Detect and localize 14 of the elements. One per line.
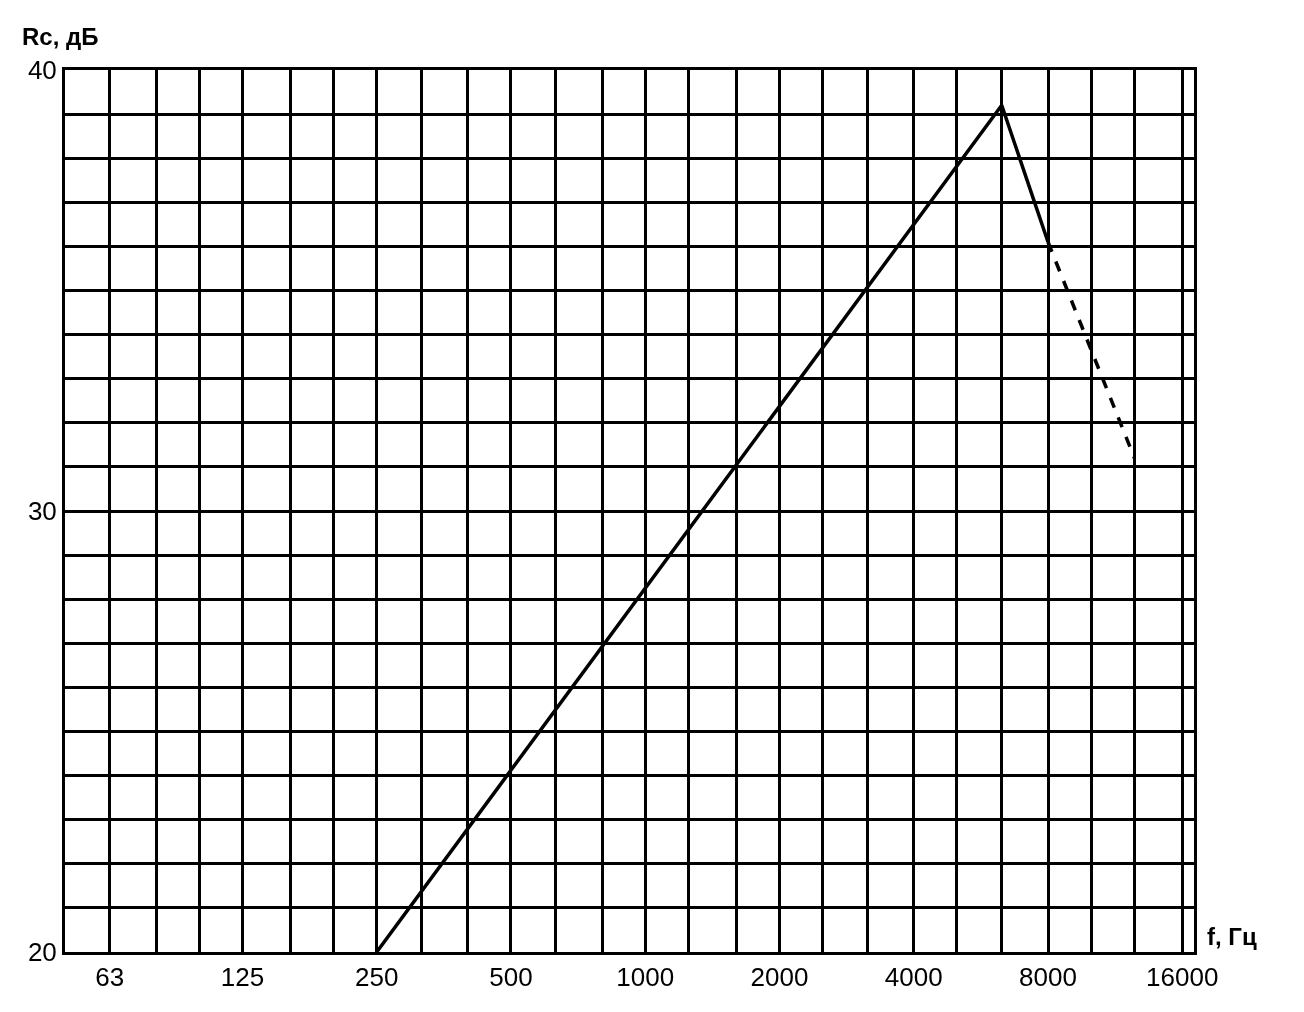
y-tick-label: 30	[27, 496, 57, 527]
x-tick-label: 4000	[884, 962, 943, 993]
x-tick-label: 125	[220, 962, 265, 993]
y-axis-title: Rc, дБ	[22, 23, 99, 50]
y-tick-label: 40	[27, 55, 57, 86]
x-tick-label: 500	[489, 962, 533, 993]
y-tick-label: 20	[27, 937, 57, 968]
x-tick-label: 2000	[750, 962, 809, 993]
x-tick-label: 8000	[1019, 962, 1077, 993]
x-tick-label: 63	[95, 962, 125, 993]
x-tick-label: 250	[355, 962, 399, 993]
x-tick-label: 16000	[1146, 962, 1219, 993]
x-tick-label: 1000	[616, 962, 675, 993]
x-axis-title: f, Гц	[1207, 923, 1257, 950]
